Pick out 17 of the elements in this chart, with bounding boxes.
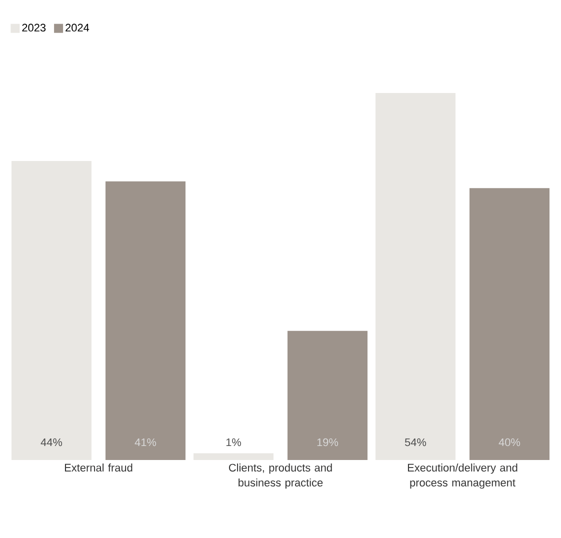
- legend-label: 2023: [22, 24, 46, 32]
- bar: [106, 181, 186, 460]
- bar: [194, 453, 274, 460]
- x-tick-label: Execution/delivery and process management: [408, 464, 518, 489]
- bar: [376, 92, 456, 460]
- bar: [470, 188, 550, 460]
- data-label: 54%: [404, 438, 426, 446]
- data-label: 44%: [40, 438, 62, 446]
- bar: [12, 160, 92, 460]
- data-label: 19%: [317, 438, 338, 446]
- data-label: 1%: [226, 438, 242, 446]
- bar: [288, 330, 368, 460]
- data-label: 40%: [498, 438, 520, 446]
- x-tick-label: External fraud: [64, 464, 132, 472]
- legend-label: 2024: [66, 24, 90, 32]
- x-tick-label: Clients, products and business practice: [228, 464, 332, 489]
- data-label: 41%: [134, 438, 156, 446]
